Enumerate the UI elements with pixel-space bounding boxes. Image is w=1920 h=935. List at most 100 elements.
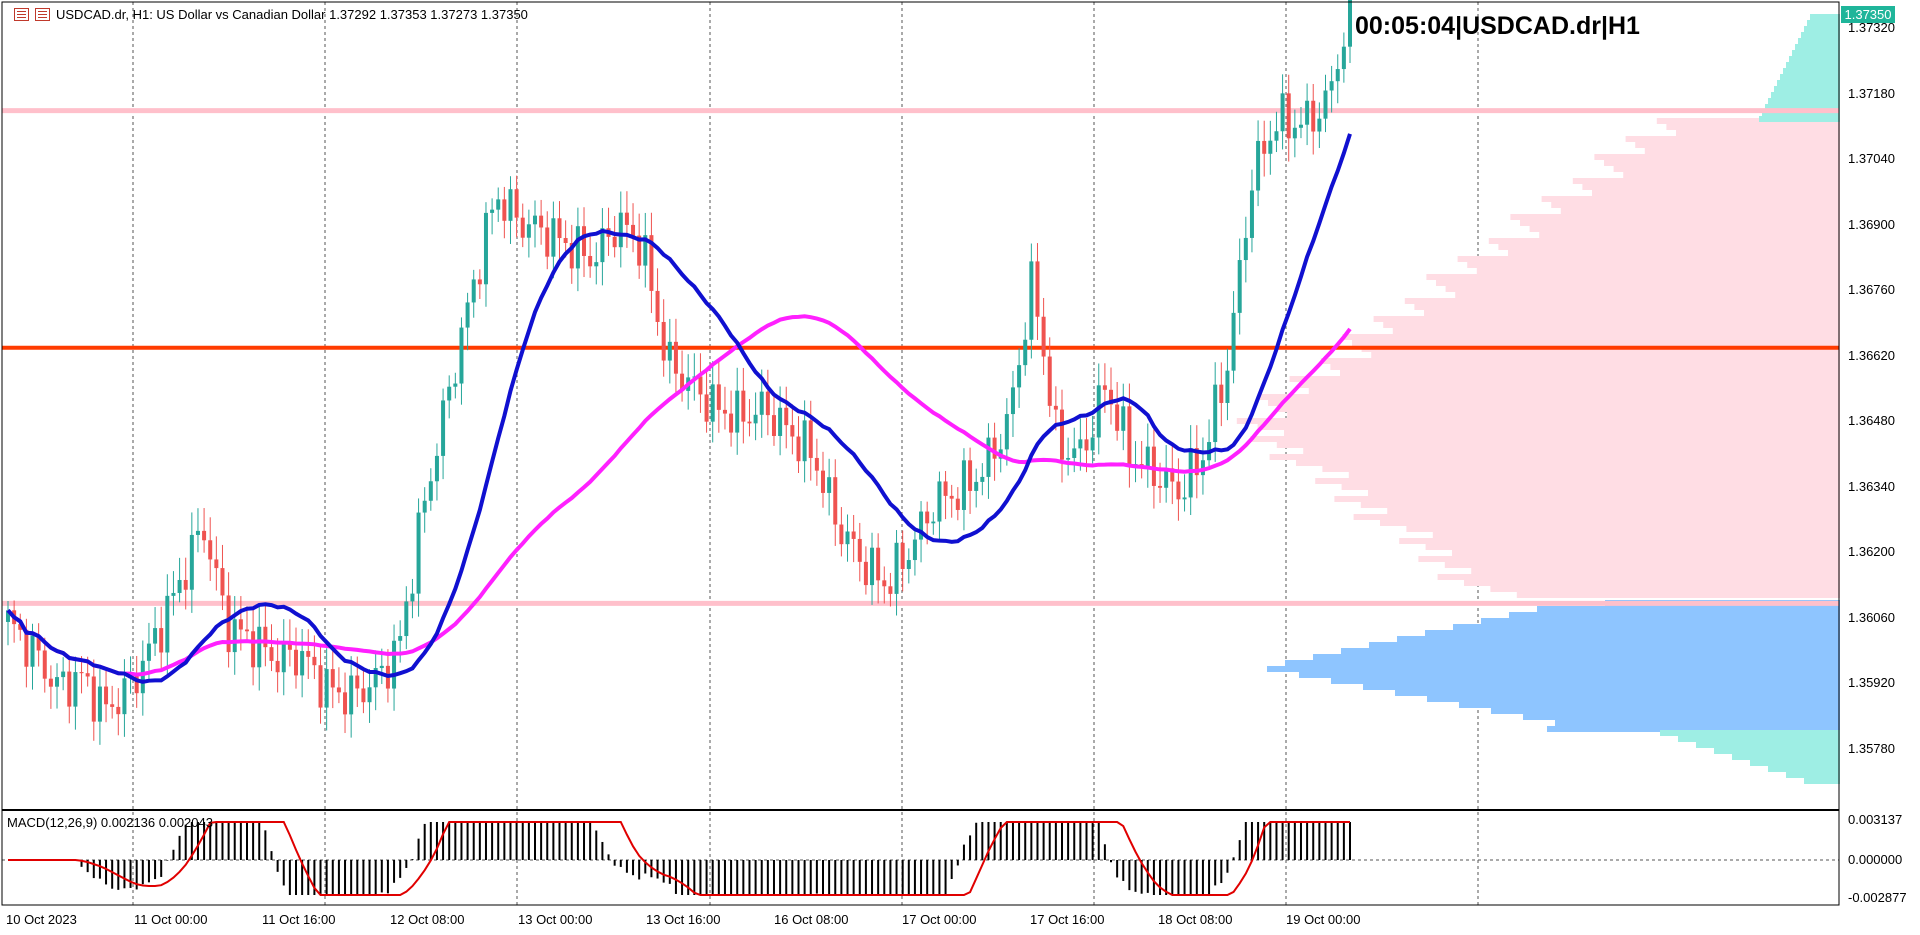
candle-body — [790, 425, 795, 437]
chart-window-icon[interactable] — [35, 8, 50, 21]
profile-bar — [1572, 178, 1840, 184]
candle-body — [1029, 261, 1034, 340]
profile-bar — [1368, 490, 1840, 496]
candle-body — [416, 512, 421, 594]
candle-body — [1047, 356, 1052, 406]
candle-body — [968, 460, 973, 491]
candle-body — [404, 601, 409, 637]
candle-body — [36, 635, 41, 651]
candle-body — [1010, 387, 1015, 415]
candle-body — [269, 647, 274, 661]
profile-bar — [1425, 544, 1840, 550]
candle-body — [900, 542, 905, 569]
candle-body — [238, 619, 243, 630]
macd-signal-line — [8, 821, 1350, 896]
profile-bar — [1427, 696, 1840, 702]
candle-body — [612, 236, 617, 248]
candle-body — [759, 391, 764, 415]
profile-bar — [1656, 118, 1840, 124]
candle-body — [1341, 46, 1346, 70]
candle-body — [741, 390, 746, 422]
candle-body — [195, 530, 200, 535]
candle-body — [1023, 339, 1028, 366]
candle-body — [1305, 100, 1310, 125]
candle-body — [244, 629, 249, 632]
profile-bar — [1425, 630, 1840, 636]
profile-bar — [1340, 370, 1840, 376]
profile-bar — [1750, 760, 1840, 766]
candle-body — [97, 686, 102, 722]
moving-averages — [6, 133, 1352, 684]
candle-body — [367, 687, 372, 703]
profile-bar — [1268, 400, 1840, 406]
profile-bar — [1555, 720, 1840, 726]
price-tick: 1.37040 — [1848, 151, 1895, 166]
profile-bar — [1666, 124, 1840, 130]
candle-body — [465, 302, 470, 328]
candle-body — [661, 321, 666, 361]
profile-bar — [1236, 418, 1840, 424]
candle-body — [214, 559, 219, 569]
profile-bar — [1341, 484, 1840, 490]
profile-bar — [1436, 280, 1840, 286]
candle-body — [1066, 457, 1071, 460]
macd-pane — [8, 821, 1351, 896]
candle-body — [1231, 312, 1236, 371]
profile-bar — [1284, 430, 1840, 436]
profile-bar — [1509, 612, 1840, 618]
candle-body — [539, 215, 544, 228]
candle-body — [336, 687, 341, 693]
time-tick: 13 Oct 00:00 — [518, 912, 593, 927]
candle-body — [582, 226, 587, 256]
candle-body — [637, 235, 642, 266]
price-tick: 1.37320 — [1848, 20, 1895, 35]
candle-body — [300, 651, 305, 676]
candle-body — [453, 383, 458, 387]
ma-fast-line — [6, 133, 1352, 684]
candle-body — [863, 561, 868, 586]
candle-body — [1158, 485, 1163, 488]
candle-body — [343, 692, 348, 715]
candle-body — [1274, 131, 1279, 141]
candle-body — [710, 384, 715, 422]
profile-bar — [1481, 618, 1840, 624]
candle-body — [1035, 261, 1040, 317]
candle-body — [514, 189, 519, 218]
candle-body — [189, 534, 194, 590]
profile-bar — [1768, 766, 1840, 772]
candle-body — [833, 477, 838, 525]
candle-body — [839, 524, 844, 545]
candle-body — [1182, 497, 1187, 500]
candle-body — [765, 391, 770, 416]
candle-body — [1041, 316, 1046, 357]
candle-body — [459, 327, 464, 384]
candle-body — [980, 476, 985, 482]
candle-body — [104, 686, 109, 705]
candle-body — [177, 579, 182, 593]
profile-bar — [1476, 268, 1840, 274]
candle-body — [1115, 404, 1120, 431]
price-tick: 1.36480 — [1848, 413, 1895, 428]
candle-body — [771, 415, 776, 436]
candle-body — [428, 481, 433, 501]
macd-tick: 0.000000 — [1848, 852, 1903, 867]
profile-bar — [1369, 642, 1840, 648]
profile-bar — [1330, 364, 1840, 370]
candle-body — [165, 595, 170, 653]
candle-body — [814, 457, 819, 471]
candle-body — [888, 586, 893, 594]
time-tick: 17 Oct 00:00 — [902, 912, 977, 927]
candle-body — [361, 688, 366, 703]
profile-bar — [1453, 624, 1840, 630]
candle-body — [483, 212, 488, 285]
profile-bar — [1322, 466, 1840, 472]
menu-icon[interactable] — [14, 8, 29, 21]
volume-profile — [1236, 14, 1840, 784]
candle-body — [1004, 414, 1009, 450]
profile-bar — [1414, 304, 1840, 310]
candle-body — [502, 199, 507, 221]
profile-bar — [1660, 730, 1840, 736]
candle-body — [1194, 448, 1199, 476]
candle-body — [1164, 468, 1169, 488]
